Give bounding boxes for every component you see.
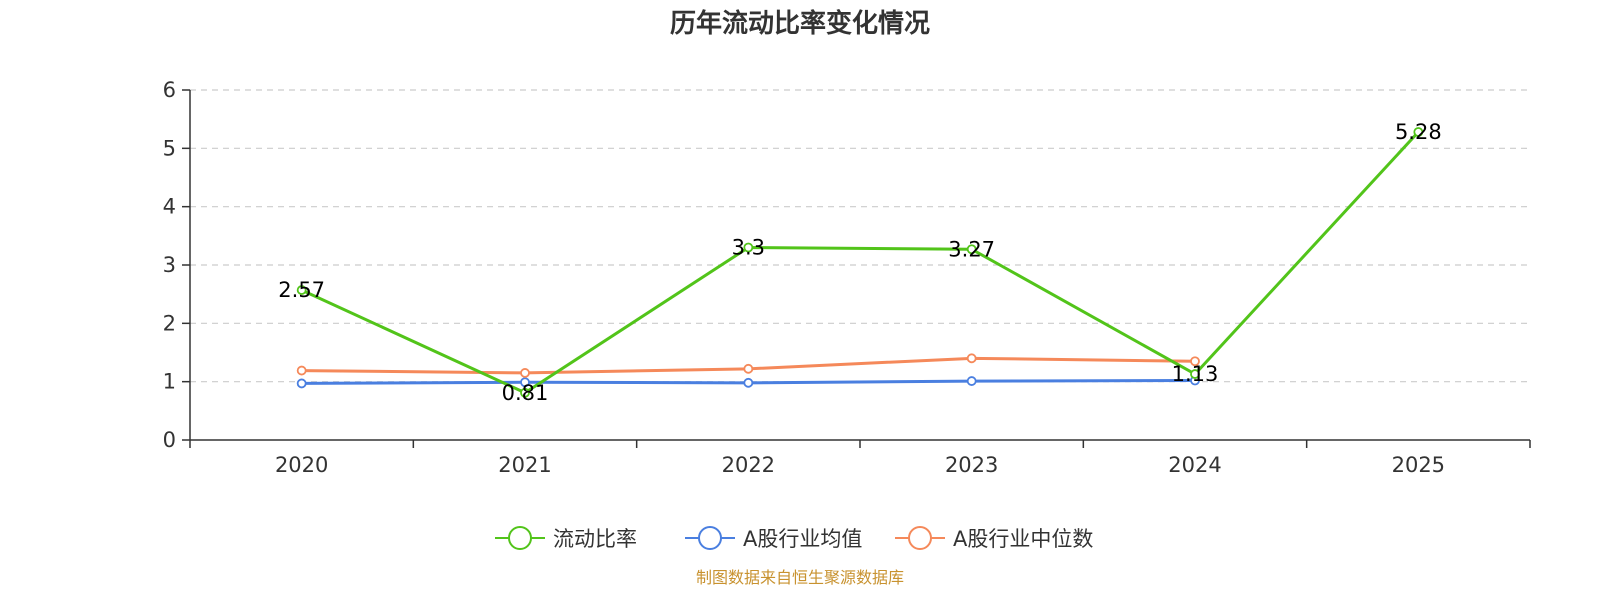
series-point-1-2020 — [296, 378, 307, 389]
y-tick-label: 2 — [163, 311, 176, 335]
x-tick-label-2021: 2021 — [498, 453, 551, 477]
series — [296, 127, 1424, 398]
y-tick-label: 0 — [163, 428, 176, 452]
series-point-1-2022 — [743, 377, 754, 388]
legend-marker-2 — [908, 526, 932, 550]
data-label-2021: 0.81 — [502, 381, 549, 405]
y-tick-label: 6 — [163, 78, 176, 102]
y-tick-label: 3 — [163, 253, 176, 277]
legend-label-0: 流动比率 — [553, 527, 637, 551]
series-point-0-2024 — [1190, 369, 1200, 379]
x-tick-label-2025: 2025 — [1392, 453, 1445, 477]
series-point-1-2023 — [966, 376, 977, 386]
series-point-2-2020 — [296, 365, 307, 376]
x-tick-label-2022: 2022 — [722, 453, 775, 477]
x-tick-label-2024: 2024 — [1168, 453, 1221, 477]
legend-marker-1 — [698, 526, 722, 550]
legend-marker-0 — [508, 526, 532, 550]
series-point-0-2025 — [1413, 127, 1424, 137]
x-tick-label-2020: 2020 — [275, 453, 328, 477]
series-point-2-2021 — [520, 368, 530, 378]
legend-label-1: A股行业均值 — [743, 527, 862, 551]
axes: 0 1 2 3 4 5 6 2020 2021 2022 2023 2024 2025 — [163, 78, 1531, 477]
data-label-2024: 1.13 — [1172, 362, 1219, 386]
series-point-2-2022 — [743, 363, 754, 374]
series-point-2-2023 — [966, 353, 977, 364]
series-point-0-2023 — [966, 244, 977, 255]
grid — [190, 89, 1530, 383]
chart-title: 历年流动比率变化情况 — [670, 8, 930, 39]
data-label-2023: 3.27 — [948, 237, 995, 261]
x-tick-label-2023: 2023 — [945, 453, 998, 477]
legend[interactable]: 流动比率 A股行业均值 A股行业中位数 — [495, 526, 1093, 551]
legend-item-1[interactable]: A股行业均值 — [685, 526, 862, 551]
data-label-2022: 3.3 — [732, 236, 765, 260]
data-label-2025: 5.28 — [1395, 120, 1442, 144]
data-labels: 2.57 0.81 3.3 3.27 1.13 5.28 — [278, 120, 1441, 405]
data-label-2020: 2.57 — [278, 278, 325, 302]
series-point-1-2021 — [520, 377, 530, 388]
legend-label-2: A股行业中位数 — [953, 527, 1093, 551]
y-tick-label: 5 — [163, 136, 176, 160]
series-point-0-2020 — [296, 285, 307, 295]
y-tick-label: 4 — [163, 195, 176, 219]
source-note: 制图数据来自恒生聚源数据库 — [696, 568, 904, 587]
legend-item-0[interactable]: 流动比率 — [495, 526, 637, 551]
series-line-0 — [301, 130, 1420, 395]
y-tick-label: 1 — [163, 370, 176, 394]
series-point-2-2024 — [1190, 356, 1200, 367]
legend-item-2[interactable]: A股行业中位数 — [895, 526, 1093, 551]
series-point-0-2022 — [743, 242, 754, 253]
series-point-0-2021 — [520, 387, 530, 398]
